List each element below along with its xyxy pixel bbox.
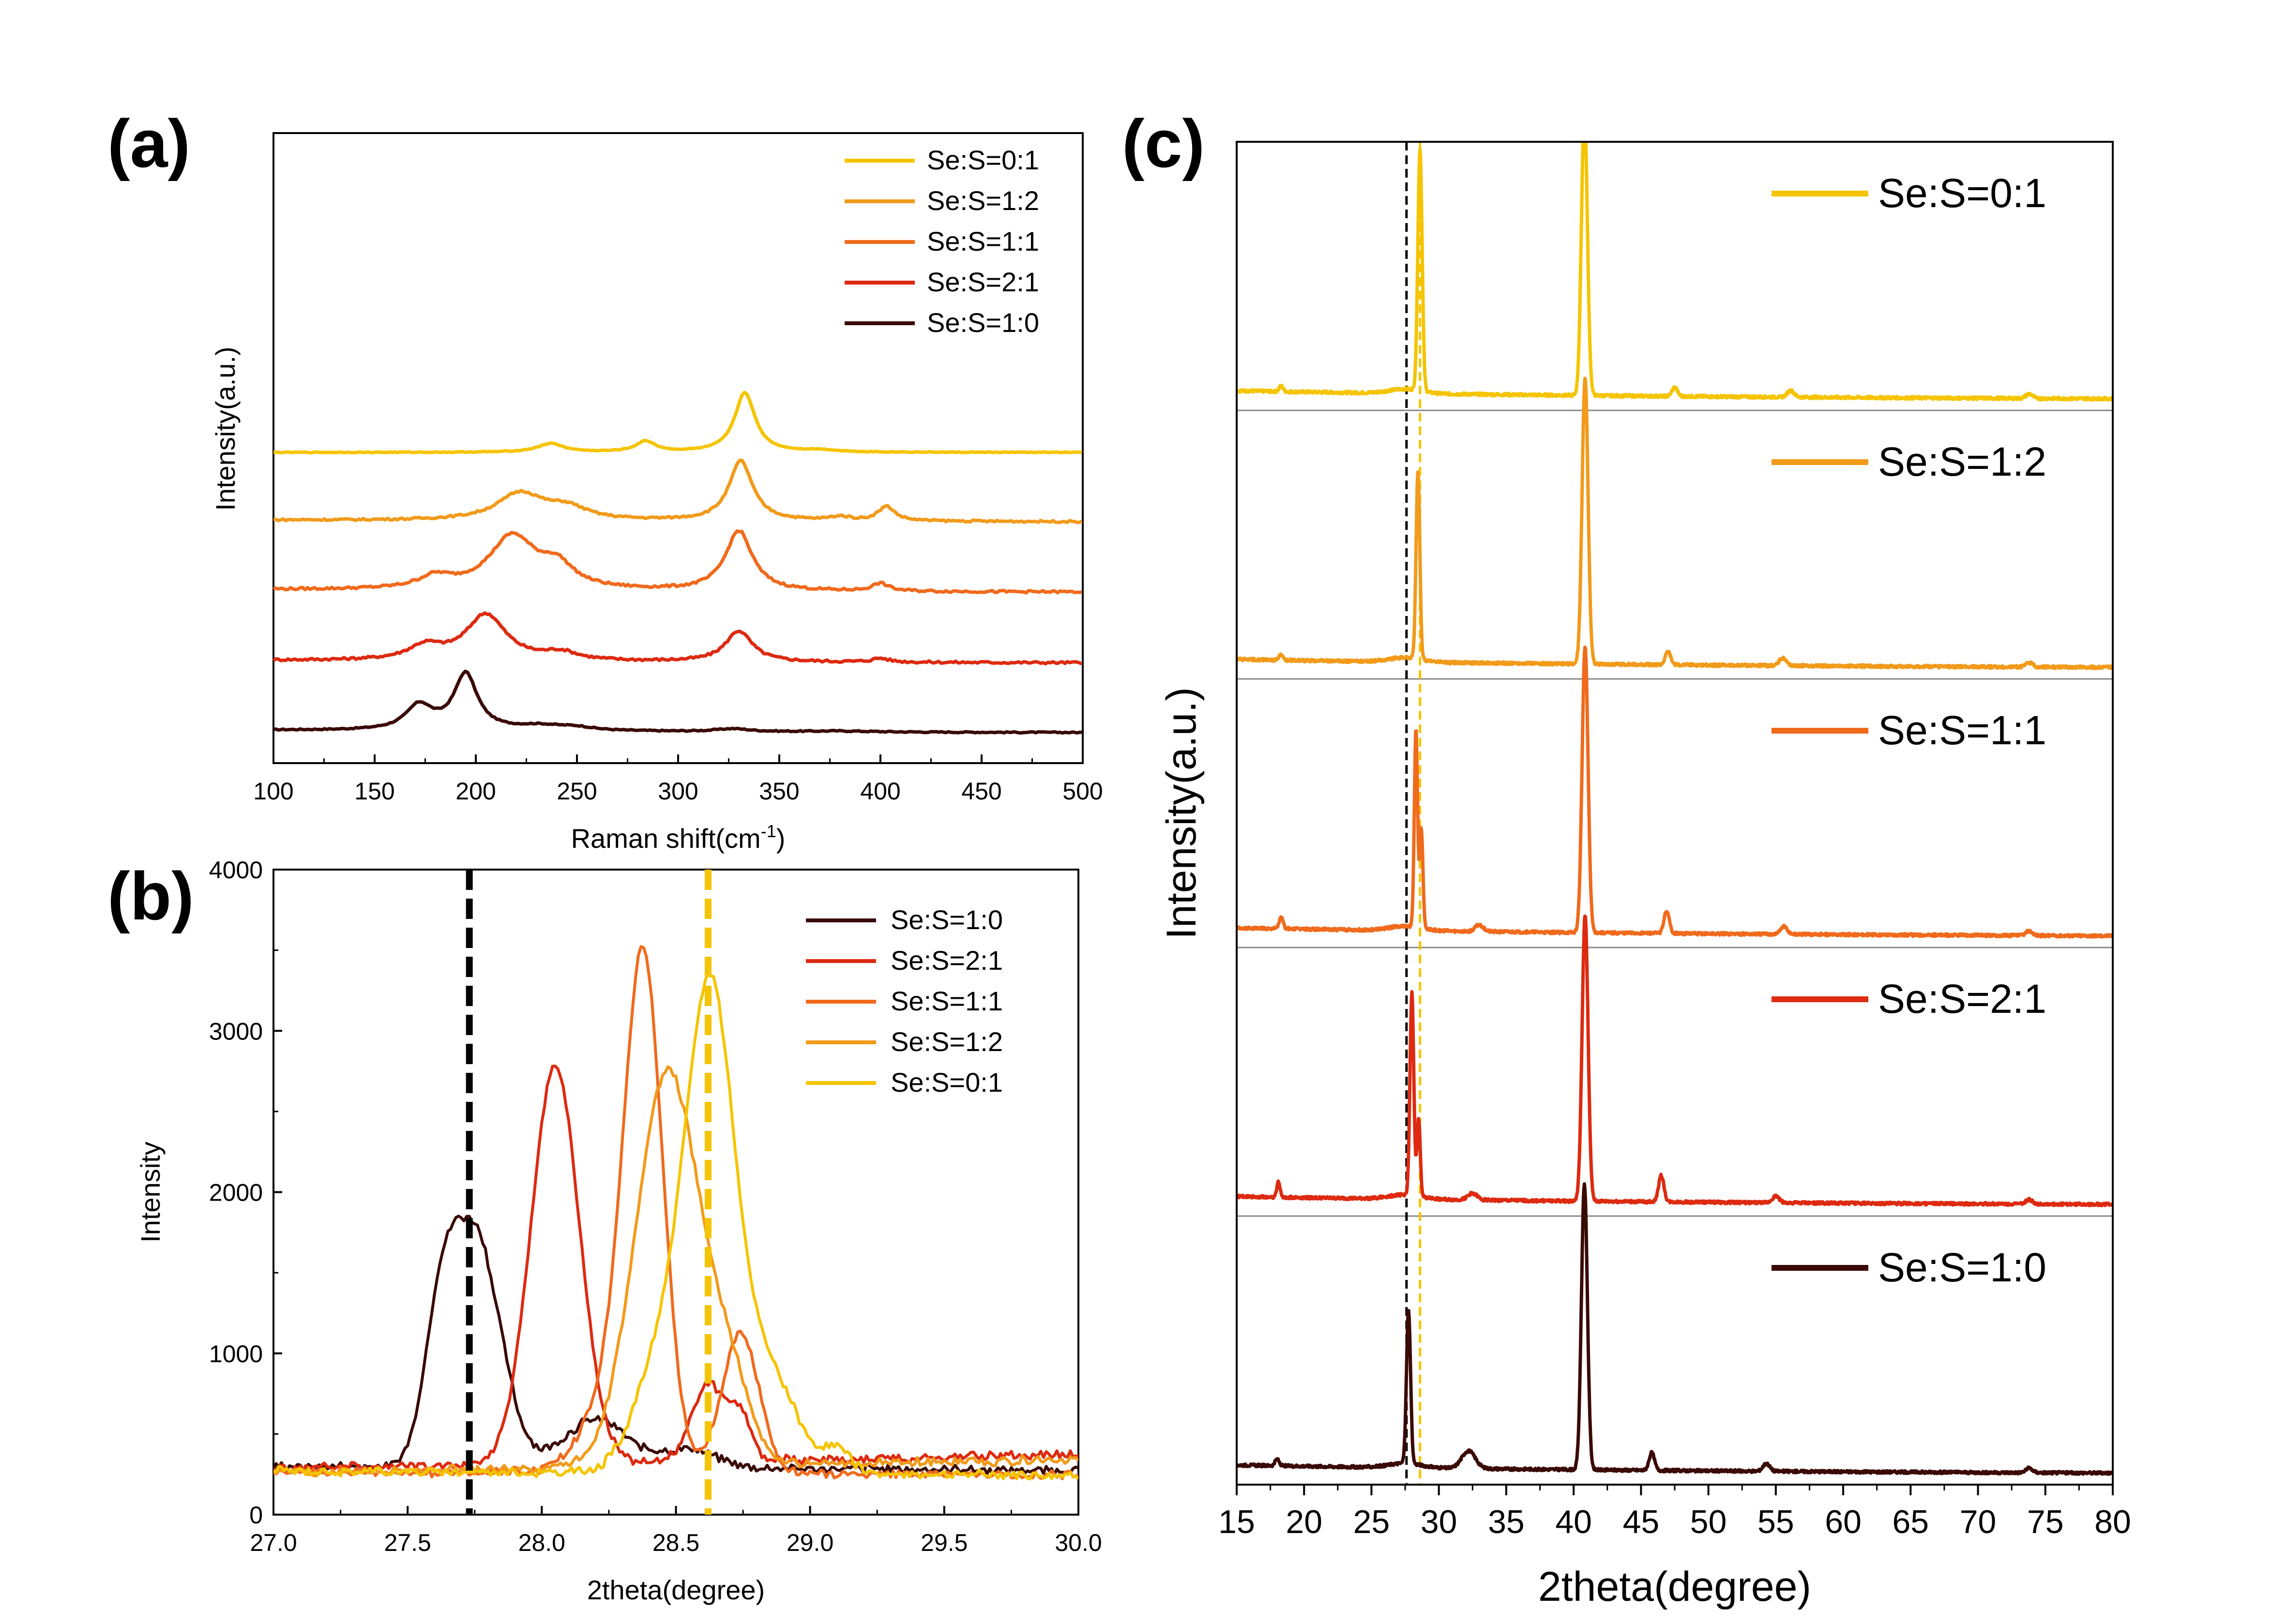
x-tick-label: 80 [2094,1504,2131,1540]
legend-label: Se:S=1:2 [1878,439,2046,484]
legend-label: Se:S=0:1 [891,1067,1003,1098]
legend-label: Se:S=1:0 [1878,1245,2046,1290]
x-tick-label: 30 [1421,1504,1457,1540]
x-tick-label: 75 [2027,1504,2064,1540]
y-axis-title: Intensity(a.u.) [1158,687,1205,939]
x-tick-label: 25 [1353,1504,1390,1540]
legend-label: Se:S=2:1 [1878,976,2046,1022]
x-tick-label: 500 [1062,778,1103,805]
panel-label-c: (c) [1122,105,1205,181]
x-tick-label: 55 [1757,1504,1794,1540]
x-tick-label: 400 [860,778,900,805]
y-tick-label: 2000 [209,1179,263,1206]
y-axis-title: Intensity [135,1142,166,1243]
legend-label: Se:S=0:1 [1878,170,2046,216]
legend-label: Se:S=1:2 [891,1026,1003,1057]
series-line-Se-S-0-1 [273,391,1083,454]
y-tick-label: 3000 [209,1018,263,1045]
raman-chart: 100 150 200 250 300 350 400 450 500 Raman shift(c… [210,132,1103,854]
x-tick-label: 28.0 [518,1529,565,1556]
series-line-Se-S-1-2 [1237,376,2113,670]
x-tick-label: 450 [961,778,1001,805]
legend-label: Se:S=0:1 [927,145,1039,175]
x-tick-label: 70 [1960,1504,1997,1540]
xrd-stacked-chart: Se:S=0:1 Se:S=1:2 Se:S=1:1 Se:S=2:1 Se:S=1:0… [1158,141,2131,1610]
x-tick-label: 15 [1218,1504,1255,1540]
series-line-Se-S-1-2 [273,1065,1078,1478]
x-tick-label: 45 [1623,1504,1660,1540]
x-tick-label: 100 [253,778,293,805]
x-axis-title: 2theta(degree) [587,1575,765,1605]
x-tick-label: 60 [1825,1504,1862,1540]
x-tick-label: 65 [1892,1504,1929,1540]
x-tick-label: 30.0 [1055,1529,1102,1556]
legend-label: Se:S=1:0 [891,904,1003,935]
x-tick-label: 200 [455,778,496,805]
legend-label: Se:S=1:1 [927,226,1039,256]
series-line-Se-S-2-1 [273,611,1083,666]
legend-label: Se:S=1:0 [927,307,1039,338]
series-line-Se-S-1-2 [273,458,1083,525]
x-tick-label: 250 [557,778,597,805]
y-tick-label: 4000 [209,857,263,884]
legend-label: Se:S=2:1 [927,267,1039,297]
x-tick-label: 27.0 [250,1529,297,1556]
panel-label-a: (a) [107,105,190,181]
y-axis-title: Intensity(a.u.) [210,346,241,511]
x-tick-label: 20 [1286,1504,1322,1540]
panel-label-b: (b) [107,858,194,934]
x-tick-label: 27.5 [384,1529,431,1556]
x-tick-label: 300 [658,778,698,805]
series-line-Se-S-0-1 [273,971,1078,1481]
series-line-Se-S-1-1 [273,529,1082,595]
legend-label: Se:S=1:2 [927,185,1039,216]
x-tick-label: 28.5 [652,1529,699,1556]
series-line-Se-S-1-1 [1237,646,2113,939]
xrd-zoom-chart: 27.0 27.5 28.0 28.5 29.0 29.5 30.0 0 1000 2000 300… [135,857,1102,1605]
x-tick-label: 29.0 [787,1529,833,1556]
series-line-Se-S-0-1 [1237,142,2113,402]
legend-label: Se:S=2:1 [891,945,1003,976]
x-axis-title: Raman shift(cm-1) [571,821,786,854]
x-tick-label: 350 [759,778,799,805]
legend-label: Se:S=1:1 [1878,707,2046,753]
y-tick-label: 1000 [209,1340,263,1368]
x-tick-label: 29.5 [921,1529,968,1556]
x-tick-label: 50 [1690,1504,1727,1540]
series-line-Se-S-2-1 [273,1065,1078,1474]
legend-label: Se:S=1:1 [891,986,1003,1016]
x-tick-label: 40 [1555,1504,1592,1540]
series-line-Se-S-1-0 [1237,1182,2113,1476]
y-tick-label: 0 [249,1502,263,1529]
x-tick-label: 150 [354,778,394,805]
x-tick-label: 35 [1488,1504,1525,1540]
series-line-Se-S-2-1 [1237,914,2113,1207]
series-line-Se-S-1-0 [273,669,1082,735]
x-axis-title: 2theta(degree) [1538,1564,1811,1610]
